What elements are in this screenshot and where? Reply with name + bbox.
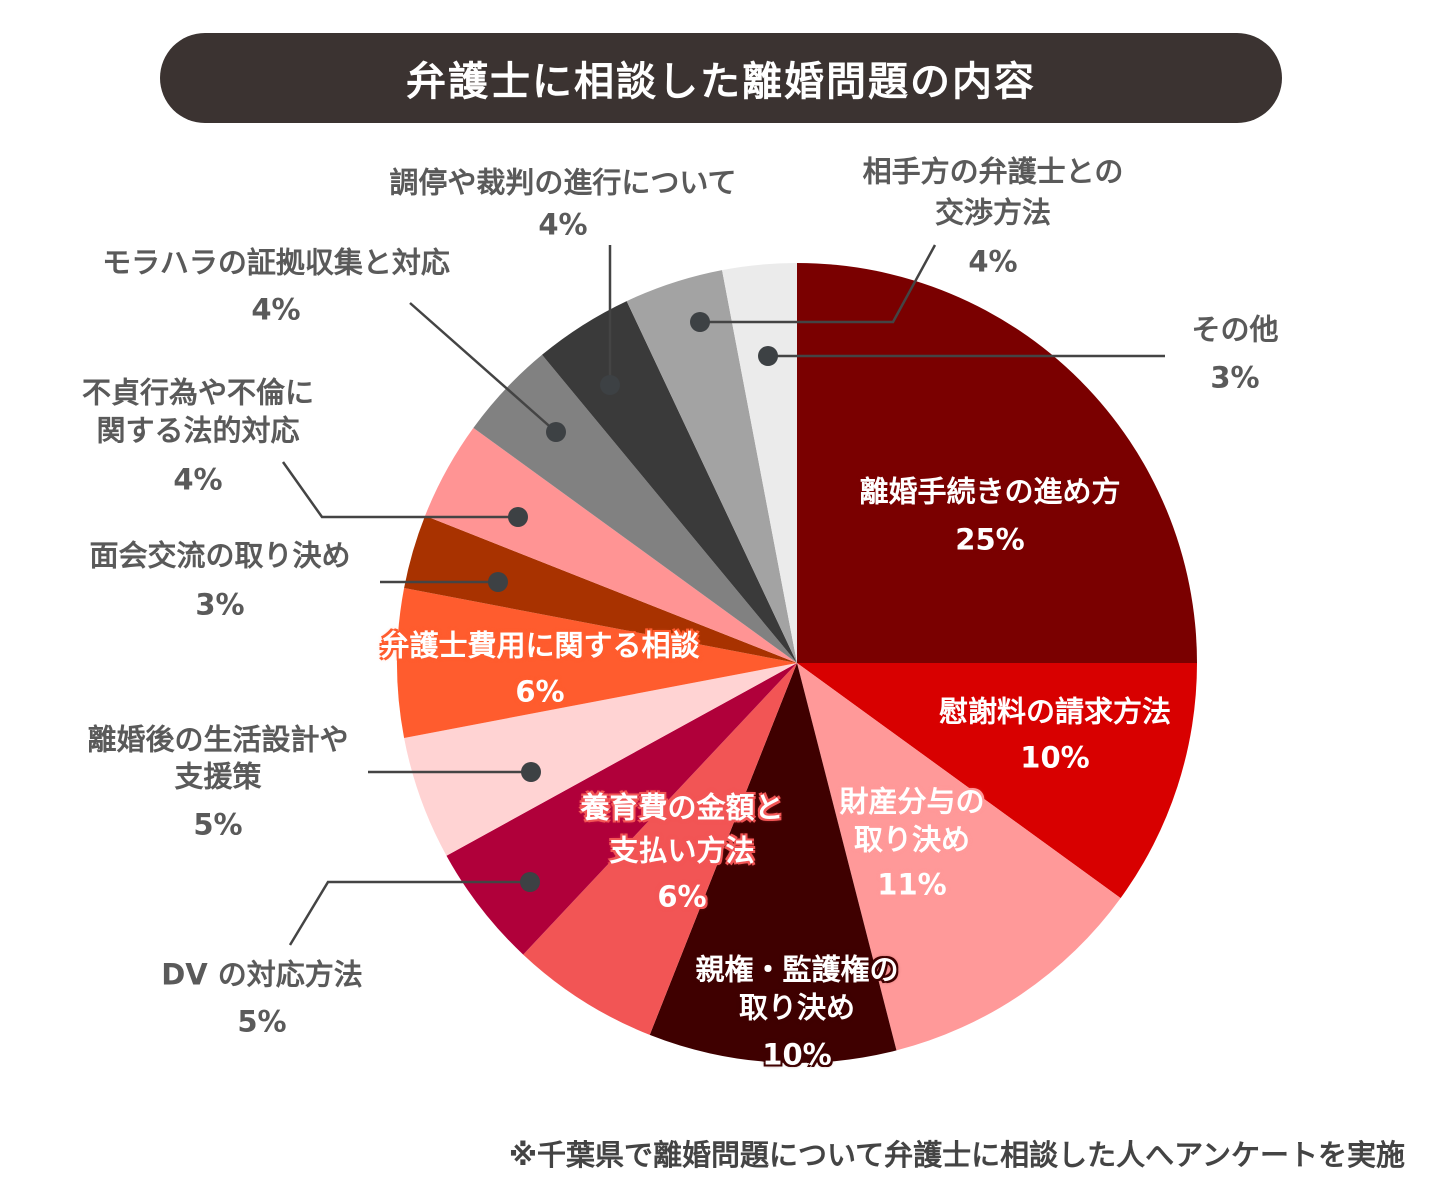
- slice-percent-label: 10%: [1020, 740, 1090, 775]
- slice-name-label: モラハラの証拠収集と対応: [102, 245, 450, 280]
- slice-name-label: 弁護士費用に関する相談: [380, 628, 700, 663]
- pie-slice: [797, 663, 1197, 899]
- slice-percent-label: 4%: [251, 292, 301, 327]
- slice-name-label: 離婚後の生活設計や: [87, 722, 349, 757]
- slice-name-label: 離婚手続きの進め方: [859, 474, 1121, 509]
- slice-name-label: 不貞行為や不倫に: [81, 375, 315, 410]
- leader-dot: [521, 762, 541, 782]
- slice-percent-label: 25%: [955, 522, 1025, 557]
- slice-name-label: 養育費の金額と: [580, 790, 784, 825]
- leader-dot: [520, 872, 540, 892]
- chart-title: 弁護士に相談した離婚問題の内容: [160, 33, 1282, 123]
- slice-name-label: その他: [1191, 312, 1279, 347]
- leader-dot: [758, 346, 778, 366]
- slice-percent-label: 11%: [877, 867, 947, 902]
- pie-slice: [523, 663, 797, 1035]
- pie-slice: [649, 663, 897, 1063]
- pie-slice: [425, 427, 797, 663]
- slice-percent-label: 10%: [762, 1037, 832, 1072]
- pie-slice: [404, 663, 797, 856]
- pie-slice: [722, 263, 797, 663]
- pie-slice: [404, 515, 797, 663]
- slice-name-label: 交渉方法: [934, 195, 1052, 230]
- slice-name-label: 取り決め: [738, 990, 856, 1025]
- slice-name-label: 面会交流の取り決め: [89, 538, 351, 573]
- pie-slice: [626, 270, 797, 663]
- slice-percent-label: 4%: [538, 207, 588, 242]
- pie-slice: [397, 588, 797, 738]
- slice-percent-label: 4%: [173, 462, 223, 497]
- slice-name-label: DV の対応方法: [161, 957, 363, 992]
- leader-dot: [546, 422, 566, 442]
- slice-name-label: 財産分与の: [839, 784, 985, 819]
- slice-percent-label: 3%: [1210, 360, 1260, 395]
- slice-name-label: 支援策: [174, 759, 262, 794]
- slice-name-label: 親権・監護権の: [695, 952, 899, 987]
- leader-dot: [508, 507, 528, 527]
- slice-name-label: 取り決め: [853, 822, 971, 857]
- slice-percent-label: 3%: [195, 587, 245, 622]
- slice-name-label: 相手方の弁護士との: [862, 154, 1124, 189]
- leader-line: [700, 244, 937, 324]
- leader-dot: [488, 572, 508, 592]
- slice-percent-label: 6%: [657, 879, 707, 914]
- pie-slice: [797, 263, 1197, 663]
- leader-dot: [600, 375, 620, 395]
- leader-line: [288, 880, 530, 946]
- slice-name-label: 調停や裁判の進行について: [389, 165, 737, 200]
- slice-name-label: 関する法的対応: [96, 413, 300, 448]
- pie-slice: [797, 663, 1121, 1051]
- slice-percent-label: 6%: [515, 674, 565, 709]
- slice-percent-label: 5%: [237, 1004, 287, 1039]
- leader-dot: [690, 312, 710, 332]
- leader-line: [409, 302, 557, 433]
- leader-line: [281, 461, 518, 519]
- footnote: ※千葉県で離婚問題について弁護士に相談した人へアンケートを実施: [508, 1138, 1405, 1172]
- slice-name-label: 支払い方法: [609, 833, 755, 868]
- slice-percent-label: 5%: [193, 807, 243, 842]
- slice-percent-label: 4%: [968, 244, 1018, 279]
- slice-name-label: 慰謝料の請求方法: [938, 694, 1172, 729]
